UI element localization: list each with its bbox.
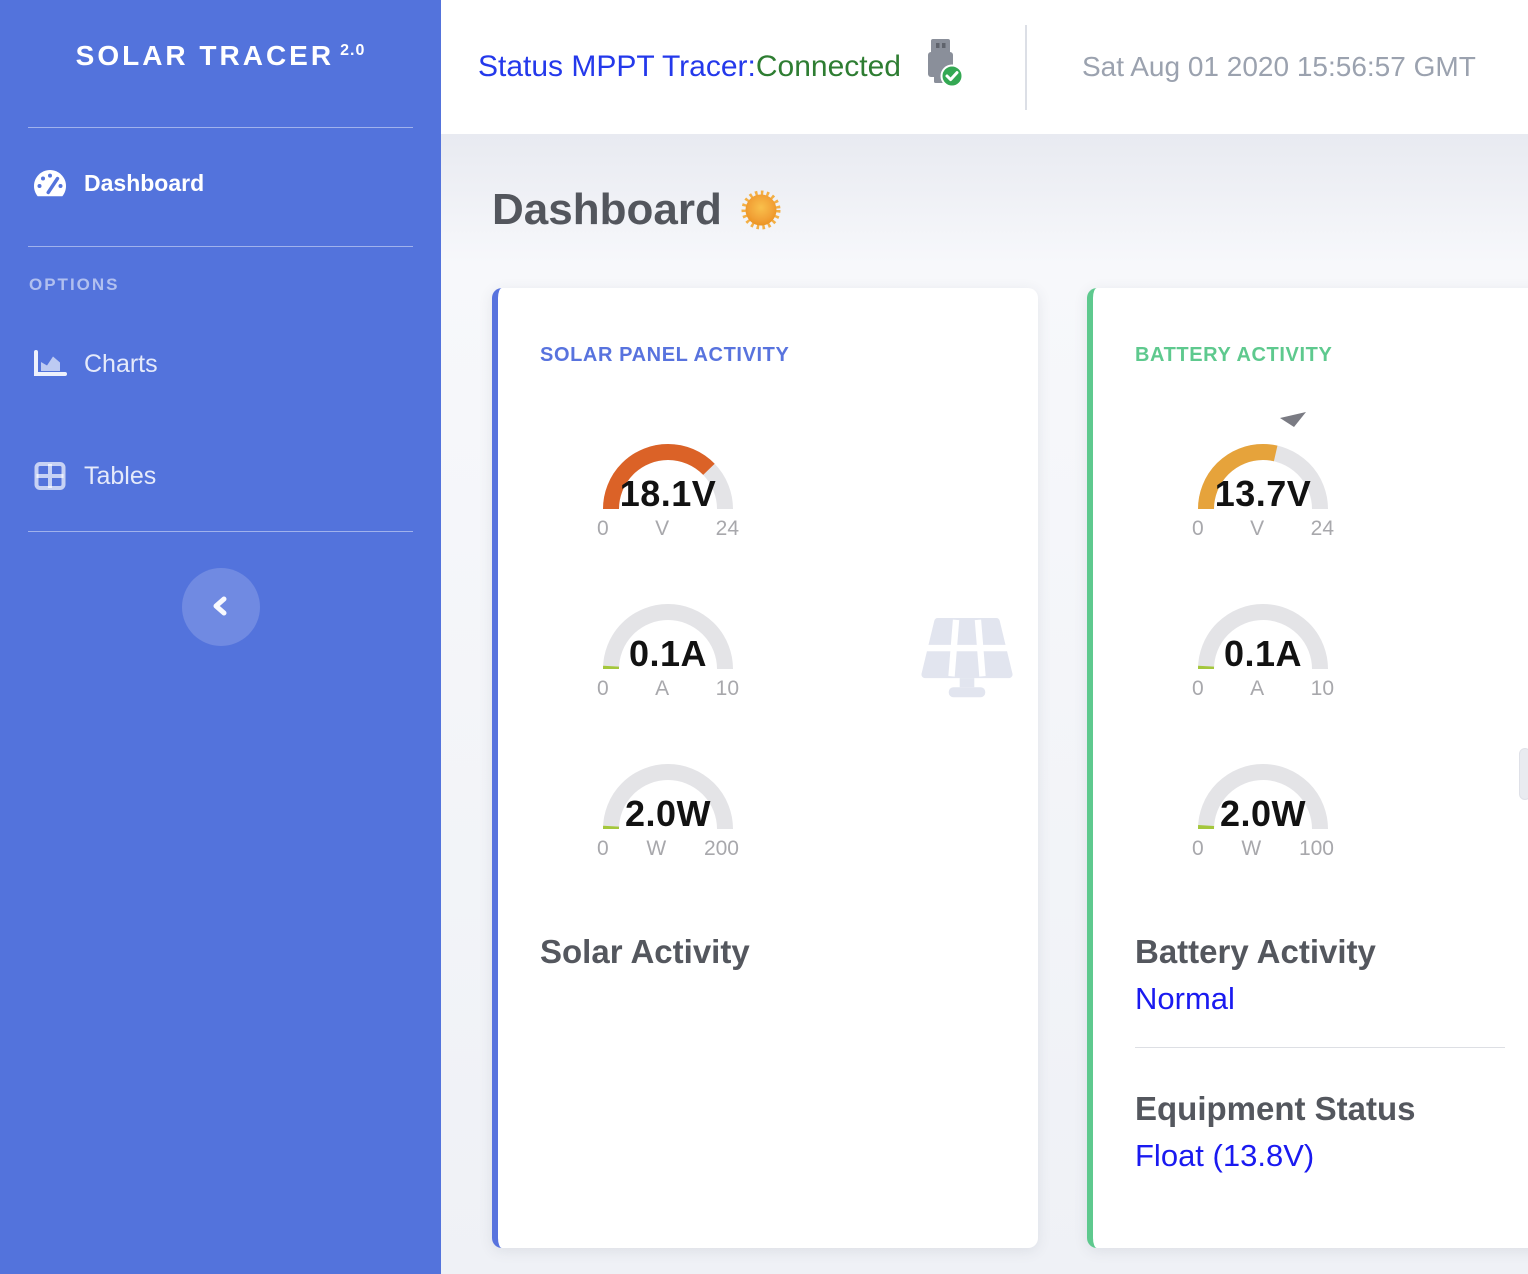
scrollbar-thumb[interactable]	[1519, 748, 1528, 800]
gauge-scale: 0 W 200	[593, 835, 743, 861]
gauge-max-label: 200	[703, 837, 739, 860]
equipment-status-heading: Equipment Status	[1135, 1090, 1416, 1127]
gauge-scale: 0 W 100	[1188, 835, 1338, 861]
gauge-scale: 0 A 10	[593, 675, 743, 701]
solar-voltage-gauge: 18.1V 0 V 24	[593, 431, 743, 541]
card-title: BATTERY ACTIVITY	[1135, 344, 1333, 366]
gauge-min-label: 0	[597, 517, 609, 540]
top-status-bar: Status MPPT Tracer:Connected Sat Aug 01 …	[441, 0, 1528, 134]
battery-power-gauge: 2.0W 0 W 100	[1188, 751, 1338, 861]
main-area: Status MPPT Tracer:Connected Sat Aug 01 …	[441, 0, 1528, 1274]
chart-area-icon	[30, 349, 70, 379]
gauge-unit-label: W	[1241, 837, 1262, 860]
gauge-unit-label: W	[646, 837, 667, 860]
battery-activity-heading: Battery Activity	[1135, 933, 1376, 970]
battery-activity-card: BATTERY ACTIVITY 13.7V 0 V 24 0.1A 0 A 10	[1087, 288, 1528, 1248]
sidebar-divider	[28, 531, 413, 532]
sidebar-item-label: Tables	[84, 461, 157, 490]
sidebar-collapse-button[interactable]	[181, 568, 260, 646]
battery-current-gauge: 0.1A 0 A 10	[1188, 591, 1338, 701]
mppt-status-text: Status MPPT Tracer:Connected	[478, 50, 901, 84]
status-value: Connected	[755, 50, 901, 83]
battery-voltage-gauge: 13.7V 0 V 24	[1188, 431, 1338, 541]
dashboard-content: Dashboard	[441, 134, 1528, 1274]
card-title: SOLAR PANEL ACTIVITY	[540, 344, 790, 366]
gauge-max-label: 10	[1310, 677, 1334, 700]
gauge-min-label: 0	[1192, 517, 1204, 540]
gauge-unit-label: V	[655, 517, 670, 540]
battery-status-value: Normal	[1135, 981, 1235, 1016]
gauge-value: 2.0W	[1219, 793, 1307, 834]
sidebar-item-label: Charts	[84, 349, 158, 378]
gauge-max-label: 10	[715, 677, 739, 700]
gauge-max-label: 24	[1310, 517, 1334, 540]
pointer-cursor-icon	[1280, 412, 1306, 432]
gauge-value: 13.7V	[1214, 473, 1312, 514]
card-divider	[1135, 1047, 1505, 1048]
sidebar-item-tables[interactable]: Tables	[0, 447, 441, 505]
gauge-value: 2.0W	[624, 793, 712, 834]
sidebar-item-dashboard[interactable]: Dashboard	[0, 154, 441, 212]
gauge-scale: 0 A 10	[1188, 675, 1338, 701]
speedometer-icon	[30, 168, 70, 198]
gauge-max-label: 100	[1298, 837, 1334, 860]
options-section-label: OPTIONS	[29, 275, 120, 294]
chevron-left-icon	[206, 591, 236, 624]
page-title-row: Dashboard	[492, 183, 1528, 236]
gauge-min-label: 0	[1192, 677, 1204, 700]
sidebar-divider	[28, 127, 413, 128]
battery-gauges: 13.7V 0 V 24 0.1A 0 A 10 2.0W 0 W 100	[1188, 431, 1338, 861]
solar-current-gauge: 0.1A 0 A 10	[593, 591, 743, 701]
sidebar-item-label: Dashboard	[84, 169, 205, 196]
solar-gauges: 18.1V 0 V 24 0.1A 0 A 10 2.0W 0 W 200	[593, 431, 743, 861]
solar-power-gauge: 2.0W 0 W 200	[593, 751, 743, 861]
gauge-scale: 0 V 24	[1188, 515, 1338, 541]
solar-activity-heading: Solar Activity	[540, 933, 750, 970]
sun-icon	[740, 189, 782, 236]
header-divider	[1024, 24, 1027, 110]
sidebar-item-charts[interactable]: Charts	[0, 335, 441, 393]
page-title: Dashboard	[492, 184, 722, 234]
gauge-value: 18.1V	[619, 473, 717, 514]
table-icon	[30, 461, 70, 491]
equipment-status-value: Float (13.8V)	[1135, 1138, 1315, 1173]
brand-version: 2.0	[340, 41, 366, 59]
gauge-max-label: 24	[715, 517, 739, 540]
gauge-unit-label: A	[1250, 677, 1265, 700]
sidebar: SOLAR TRACER 2.0 Dashboard OPTIONS Charts	[0, 0, 441, 1274]
gauge-scale: 0 V 24	[593, 515, 743, 541]
gauge-unit-label: V	[1250, 517, 1265, 540]
gauge-min-label: 0	[597, 837, 609, 860]
gauge-min-label: 0	[1192, 837, 1204, 860]
gauge-unit-label: A	[655, 677, 670, 700]
sidebar-divider	[28, 246, 413, 247]
solar-panel-icon	[921, 618, 1013, 705]
usb-connected-icon	[917, 36, 965, 95]
datetime-text: Sat Aug 01 2020 15:56:57 GMT	[1081, 51, 1476, 82]
gauge-value: 0.1A	[628, 633, 708, 674]
gauge-min-label: 0	[597, 677, 609, 700]
brand: SOLAR TRACER 2.0	[0, 40, 441, 72]
brand-name: SOLAR TRACER	[75, 40, 335, 71]
gauge-value: 0.1A	[1223, 633, 1303, 674]
status-label: Status MPPT Tracer:	[478, 50, 756, 83]
